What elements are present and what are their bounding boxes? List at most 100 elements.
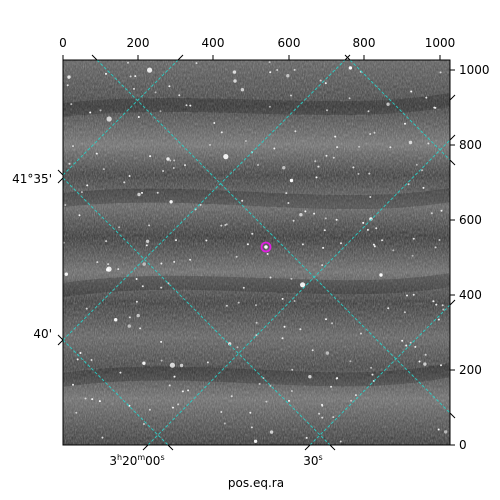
star — [387, 307, 390, 310]
star — [404, 122, 406, 125]
star — [373, 245, 376, 248]
dec-tick-label-41d35m: 41°35' — [12, 172, 52, 186]
star — [318, 412, 321, 415]
star — [237, 301, 240, 304]
star — [412, 293, 415, 296]
star — [80, 191, 83, 194]
star — [72, 145, 74, 148]
star — [168, 384, 171, 387]
star — [106, 116, 112, 122]
star — [145, 244, 148, 247]
grid-line-ra-2 — [63, 177, 331, 445]
star — [209, 143, 211, 146]
star — [392, 249, 395, 252]
right-tick-0: 0 — [450, 438, 467, 452]
star — [368, 172, 371, 175]
star — [313, 212, 316, 215]
star — [79, 352, 82, 354]
star — [96, 261, 99, 264]
star — [336, 377, 339, 380]
right-pixel-axis: 0 200 400 600 800 1000 — [450, 63, 490, 452]
right-tick-label: 800 — [459, 138, 482, 152]
star — [169, 362, 175, 368]
star — [375, 227, 378, 230]
star — [360, 332, 362, 335]
star — [273, 147, 276, 150]
star — [285, 192, 288, 195]
star — [235, 255, 238, 258]
grid-line-ra-1 — [96, 60, 450, 414]
target-marker-inner — [264, 245, 268, 249]
star — [317, 165, 320, 168]
star — [348, 66, 353, 70]
right-tick-400: 400 — [450, 288, 482, 302]
star — [386, 102, 390, 106]
top-tick-400: 400 — [202, 36, 225, 60]
star — [381, 239, 384, 242]
star — [430, 212, 433, 215]
star — [437, 318, 440, 321]
star — [225, 223, 228, 226]
star — [269, 71, 272, 74]
star — [76, 358, 79, 361]
banding-streaks — [63, 93, 450, 387]
star — [308, 375, 312, 379]
star — [169, 200, 173, 204]
star — [389, 146, 392, 149]
star — [154, 91, 157, 94]
star — [401, 339, 404, 342]
star — [184, 164, 186, 167]
star — [290, 390, 293, 392]
star — [362, 221, 365, 224]
star — [213, 122, 216, 124]
star — [127, 61, 129, 64]
star — [323, 229, 326, 232]
ra-tick-label-3h20m00s: 3h20m00s — [109, 453, 164, 468]
star — [178, 94, 181, 97]
ra-tick-label-30s: 30s — [303, 453, 322, 468]
star — [325, 351, 330, 355]
star — [66, 84, 69, 87]
star — [236, 346, 239, 349]
star — [173, 375, 176, 378]
star — [354, 394, 357, 397]
star — [371, 373, 374, 376]
star — [325, 318, 327, 321]
top-tick-label: 400 — [202, 36, 225, 50]
star — [357, 172, 360, 175]
star — [244, 140, 247, 142]
star — [118, 226, 121, 229]
star — [114, 318, 118, 322]
star — [128, 175, 131, 177]
star — [242, 286, 245, 289]
star — [289, 178, 294, 183]
image-panel — [63, 60, 450, 445]
image-noise — [63, 60, 450, 445]
star — [135, 278, 138, 280]
star — [336, 146, 339, 149]
star — [175, 239, 177, 242]
star — [330, 385, 333, 388]
star — [168, 85, 171, 88]
star — [255, 321, 258, 324]
star — [411, 254, 414, 257]
star — [160, 286, 163, 289]
star — [281, 337, 284, 340]
star — [407, 183, 410, 186]
star — [195, 62, 198, 65]
star — [293, 68, 296, 71]
star — [334, 135, 337, 138]
star — [149, 155, 152, 158]
top-tick-label: 800 — [353, 36, 376, 50]
star — [326, 109, 328, 112]
star — [300, 282, 306, 288]
star — [434, 246, 437, 249]
star — [145, 239, 150, 243]
star — [435, 303, 438, 306]
top-tick-label: 600 — [278, 36, 301, 50]
star — [415, 163, 418, 166]
right-tick-label: 400 — [459, 288, 482, 302]
star — [105, 72, 107, 75]
star — [282, 166, 286, 170]
